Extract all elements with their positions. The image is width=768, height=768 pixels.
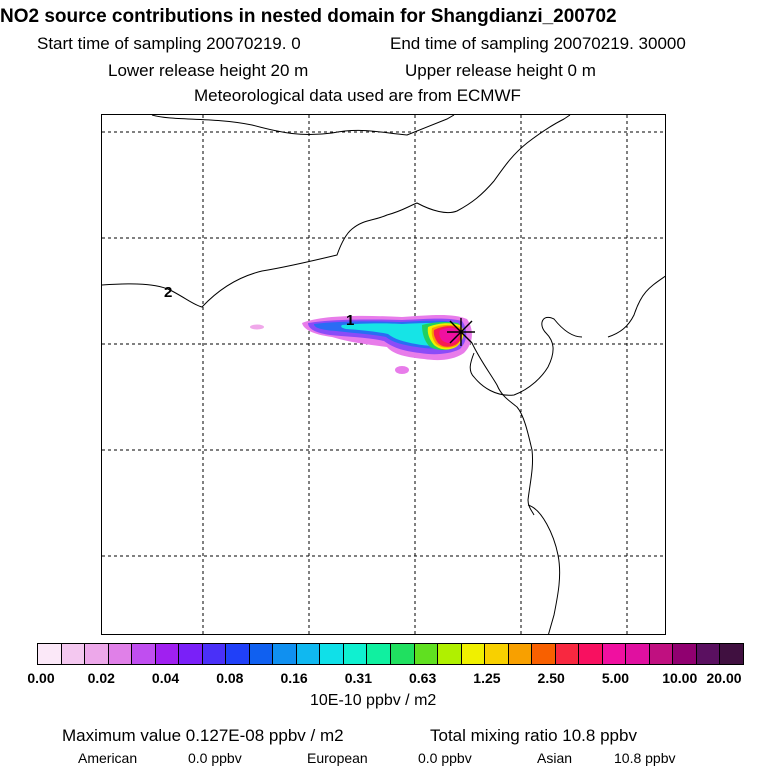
american-value: 0.0 ppbv (188, 750, 242, 766)
color-scale-cell (155, 644, 180, 664)
color-scale-cell (508, 644, 533, 664)
color-scale-cell (438, 644, 462, 664)
start-time-label: Start time of sampling 20070219. 0 (37, 34, 301, 53)
color-scale-cell (696, 644, 721, 664)
map-gridlines (102, 115, 665, 634)
color-scale-cell (602, 644, 627, 664)
coastline-bohai (471, 342, 535, 516)
map-panel: 1 2 (101, 114, 666, 635)
border-northern (151, 115, 455, 136)
color-scale-units: 10E-10 ppbv / m2 (310, 692, 437, 709)
color-scale-cell (202, 644, 227, 664)
color-scale-cell (296, 644, 321, 664)
color-scale-cell (226, 644, 250, 664)
color-scale-cell (343, 644, 368, 664)
color-scale-tick-label: 0.02 (87, 670, 115, 686)
color-scale-cell (249, 644, 274, 664)
color-scale-bar (37, 643, 744, 665)
american-label: American (78, 750, 138, 766)
coastline-shandong (527, 504, 561, 634)
lower-release-height-label: Lower release height 20 m (108, 61, 309, 80)
color-scale-cell (555, 644, 580, 664)
color-scale-tick-label: 0.00 (27, 670, 55, 686)
color-scale-cell (320, 644, 344, 664)
color-scale-cell (390, 644, 415, 664)
color-scale-cell (579, 644, 603, 664)
border-east (607, 275, 665, 338)
color-scale-cell (414, 644, 439, 664)
color-scale-cell (532, 644, 556, 664)
color-scale-tick-label: 0.31 (344, 670, 372, 686)
plot-title: NO2 source contributions in nested domai… (0, 6, 617, 27)
color-scale-cell (673, 644, 697, 664)
color-scale-cell (273, 644, 297, 664)
color-scale-tick-label: 0.63 (409, 670, 437, 686)
european-label: European (307, 750, 368, 766)
coastline-liaoning (469, 317, 583, 396)
color-scale-tick-label: 1.25 (473, 670, 501, 686)
color-scale-cell (720, 644, 743, 664)
color-scale-cell (179, 644, 203, 664)
station-cross-icon (447, 318, 475, 346)
color-scale-tick-label: 10.00 (662, 670, 698, 686)
color-scale-tick-label: 0.04 (151, 670, 180, 686)
color-scale-cell (649, 644, 674, 664)
asian-value: 10.8 ppbv (614, 750, 676, 766)
plume-blob (395, 366, 409, 374)
color-scale-cell (626, 644, 650, 664)
total-mixing-ratio-label: Total mixing ratio 10.8 ppbv (430, 726, 637, 745)
color-scale-tick-label: 0.16 (280, 670, 308, 686)
color-scale-cell (132, 644, 156, 664)
asian-label: Asian (537, 750, 573, 766)
plume-blob (250, 324, 264, 330)
color-scale-cell (85, 644, 109, 664)
color-scale-cell (61, 644, 86, 664)
european-value: 0.0 ppbv (418, 750, 472, 766)
meteorological-data-label: Meteorological data used are from ECMWF (194, 86, 521, 105)
end-time-label: End time of sampling 20070219. 30000 (390, 34, 686, 53)
color-scale-tick-label: 0.08 (216, 670, 244, 686)
source-label-1: 1 (346, 312, 354, 329)
border-mongolia (102, 115, 571, 308)
color-scale-cell (461, 644, 486, 664)
color-scale-cell (485, 644, 509, 664)
map-canvas: 1 2 (102, 115, 665, 634)
color-scale-cell (38, 644, 62, 664)
upper-release-height-label: Upper release height 0 m (405, 61, 596, 80)
map-boundaries (102, 115, 665, 634)
color-scale-tick-label: 20.00 (706, 670, 742, 686)
color-scale-tick-label: 2.50 (537, 670, 565, 686)
color-scale-tick-label: 5.00 (601, 670, 630, 686)
color-scale-cell (108, 644, 133, 664)
maximum-value-label: Maximum value 0.127E-08 ppbv / m2 (62, 726, 344, 745)
color-scale-cell (367, 644, 391, 664)
source-label-2: 2 (164, 284, 172, 301)
